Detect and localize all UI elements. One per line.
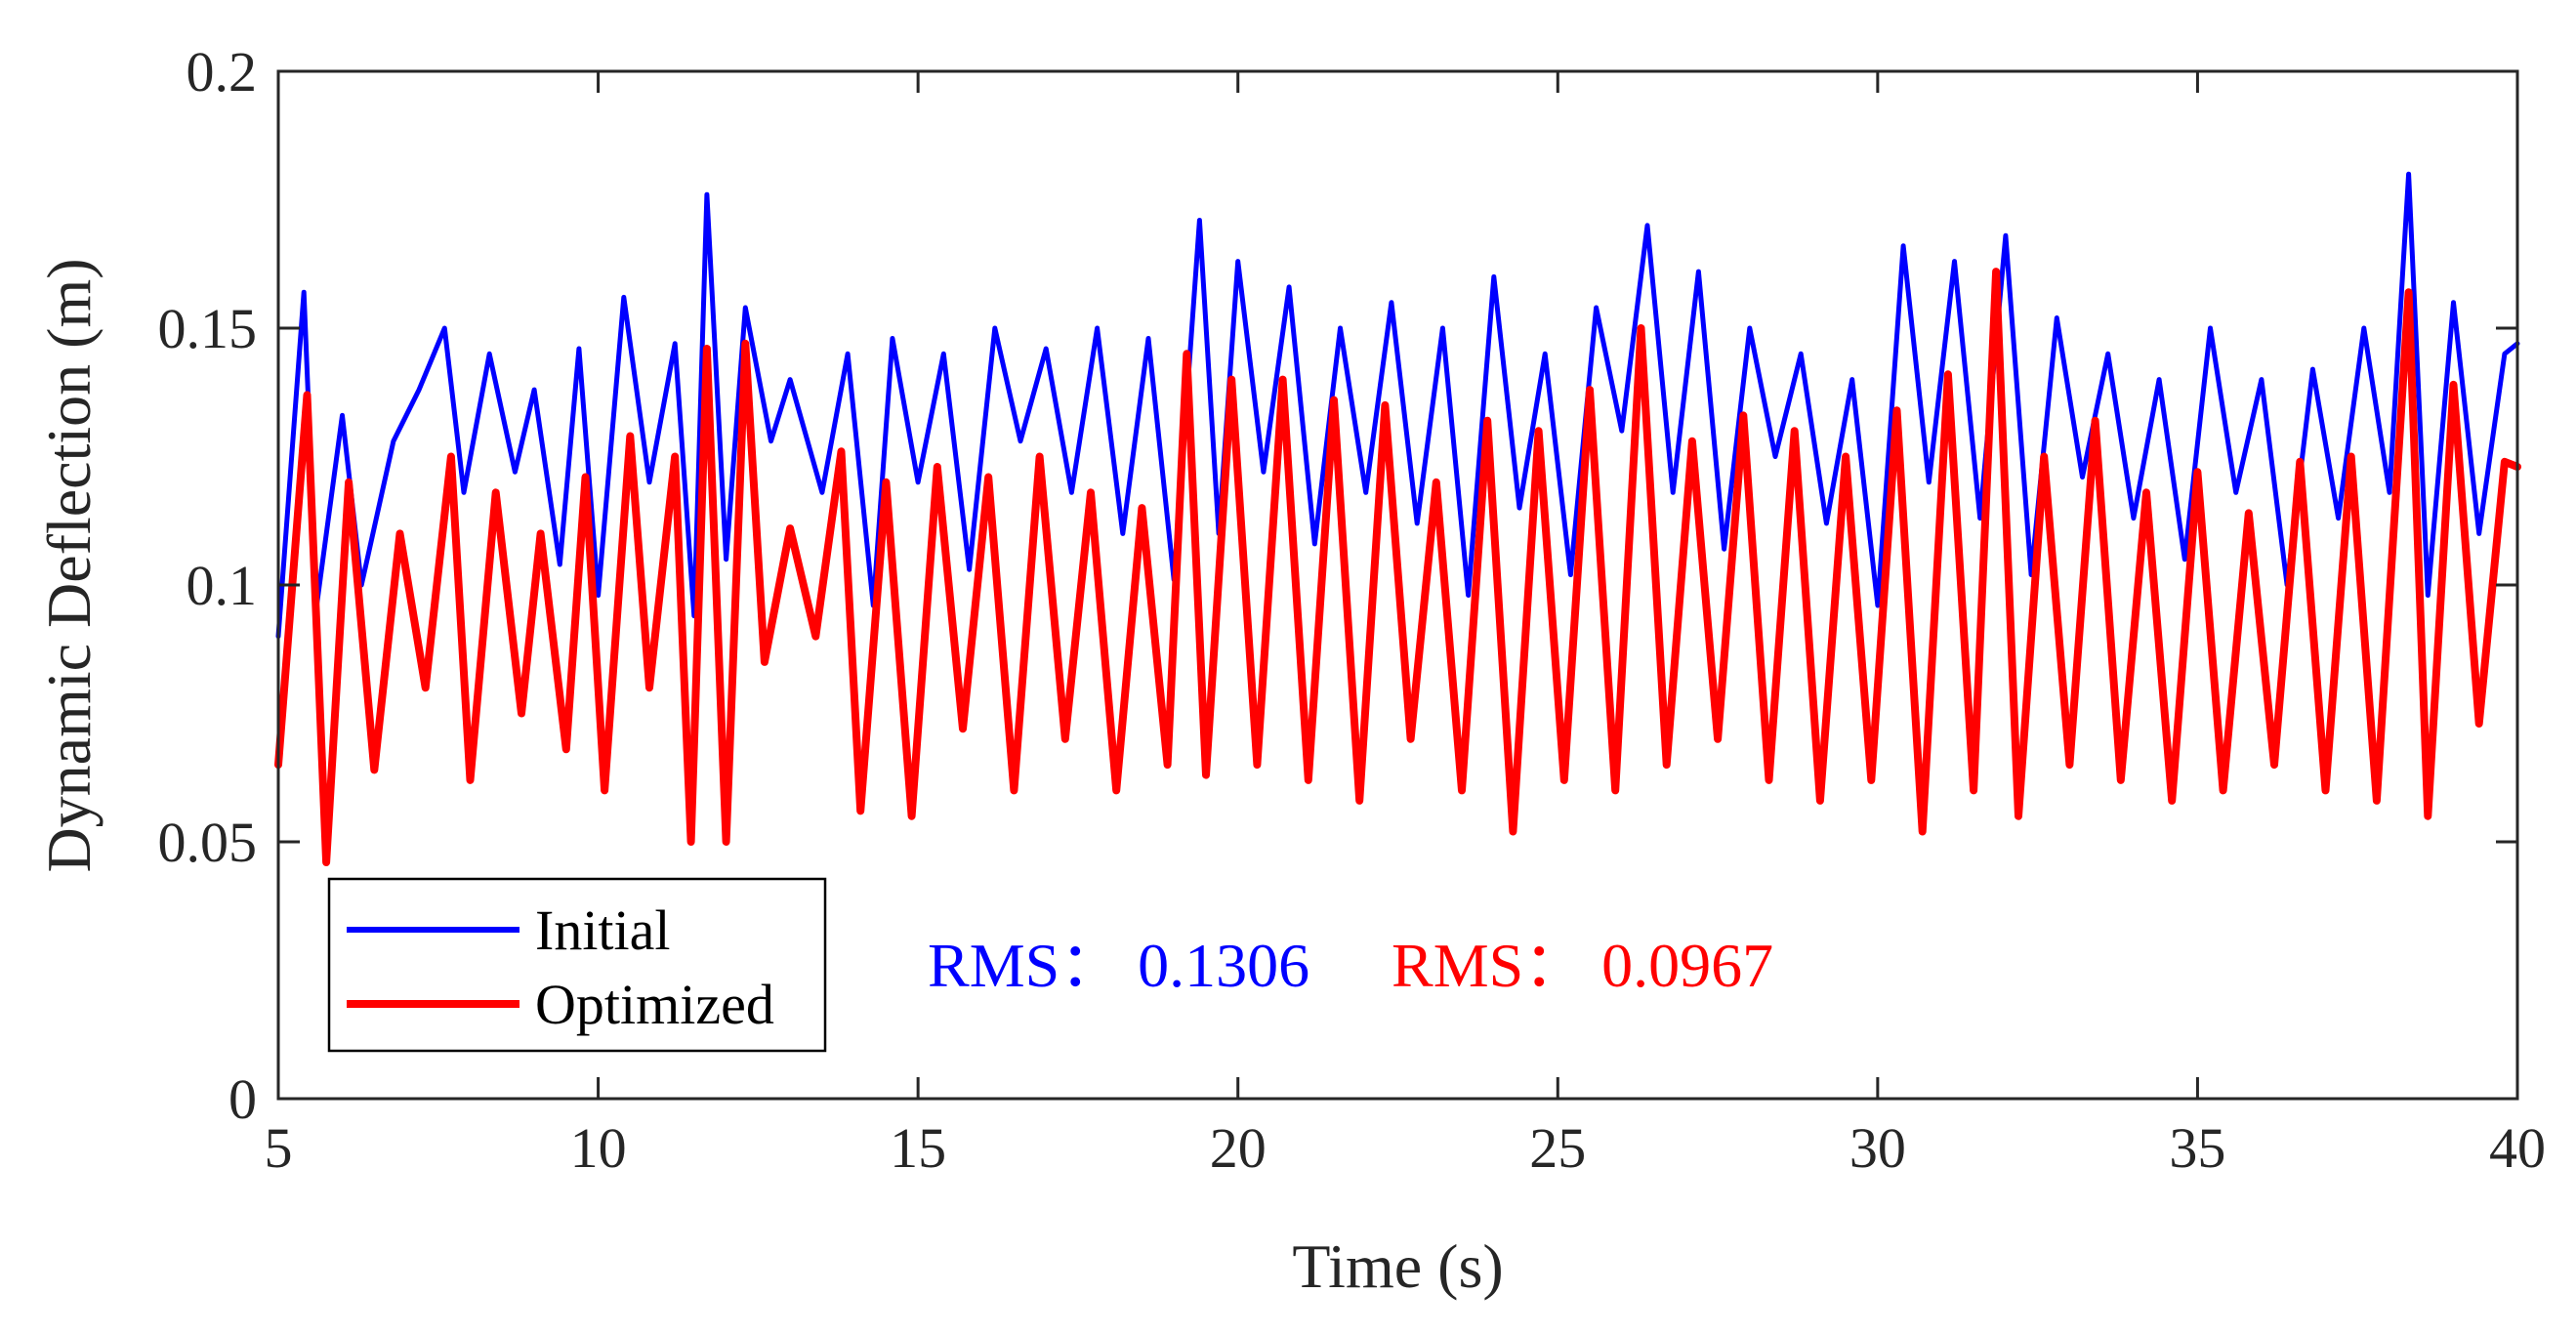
x-tick-label: 15 xyxy=(890,1116,946,1180)
series-layer xyxy=(274,171,2521,866)
x-tick-label: 5 xyxy=(265,1116,293,1180)
legend: Initial Optimized xyxy=(327,877,827,1053)
x-tick-label: 20 xyxy=(1210,1116,1267,1180)
x-tick-label: 35 xyxy=(2169,1116,2225,1180)
rms-annotation-initial: RMS： 0.1306 xyxy=(928,931,1309,1000)
y-tick-label: 0.05 xyxy=(158,811,258,874)
y-tick-label: 0.1 xyxy=(187,554,258,617)
y-tick-label: 0 xyxy=(229,1067,257,1131)
y-axis-title: Dynamic Deflection (m) xyxy=(34,258,104,872)
legend-label-initial: Initial xyxy=(535,898,671,962)
y-tick-label: 0.15 xyxy=(158,297,258,360)
ticks-layer: 5 10 15 20 25 30 35 40 0 0.05 0.1 0.15 0.2 xyxy=(158,40,2547,1180)
series-line-optimized xyxy=(274,268,2521,866)
x-tick-label: 40 xyxy=(2489,1116,2546,1180)
legend-label-optimized: Optimized xyxy=(535,973,774,1036)
x-tick-label: 10 xyxy=(570,1116,627,1180)
x-tick-label: 25 xyxy=(1529,1116,1586,1180)
y-tick-label: 0.2 xyxy=(187,40,258,104)
series-line-initial xyxy=(275,171,2520,640)
x-axis-title: Time (s) xyxy=(1292,1231,1503,1301)
legend-box xyxy=(327,877,827,1053)
rms-annotation-optimized: RMS： 0.0967 xyxy=(1392,931,1773,1000)
x-tick-label: 30 xyxy=(1849,1116,1906,1180)
